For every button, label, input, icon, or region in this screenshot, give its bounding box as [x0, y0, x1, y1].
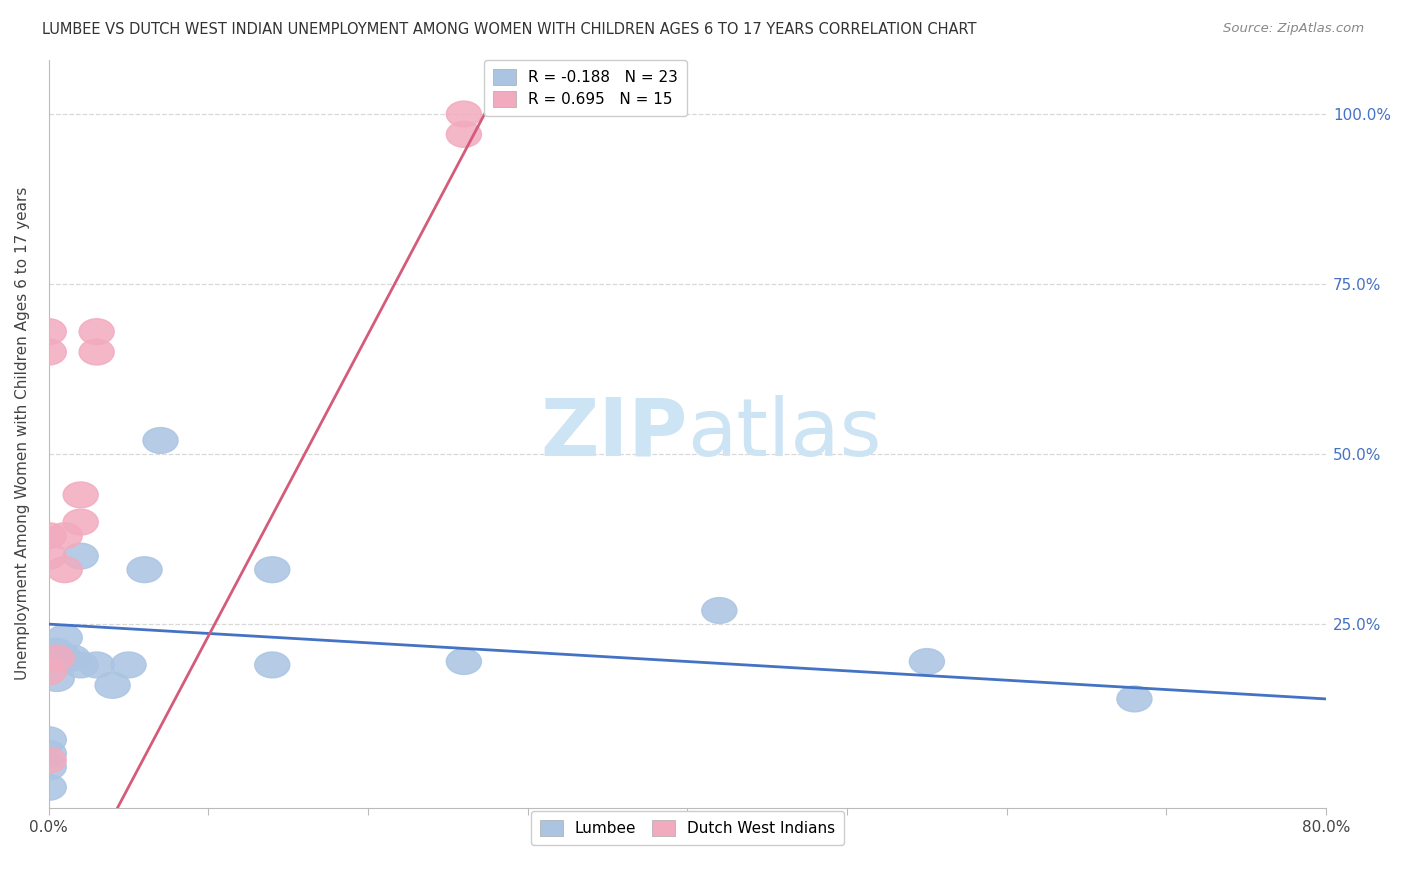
Text: LUMBEE VS DUTCH WEST INDIAN UNEMPLOYMENT AMONG WOMEN WITH CHILDREN AGES 6 TO 17 : LUMBEE VS DUTCH WEST INDIAN UNEMPLOYMENT… — [42, 22, 977, 37]
Ellipse shape — [31, 339, 66, 365]
Ellipse shape — [79, 652, 114, 678]
Ellipse shape — [31, 754, 66, 780]
Ellipse shape — [111, 652, 146, 678]
Ellipse shape — [446, 648, 481, 674]
Ellipse shape — [31, 318, 66, 344]
Ellipse shape — [48, 624, 83, 650]
Ellipse shape — [63, 543, 98, 569]
Ellipse shape — [63, 652, 98, 678]
Ellipse shape — [55, 645, 90, 671]
Ellipse shape — [31, 523, 66, 549]
Ellipse shape — [39, 639, 75, 665]
Ellipse shape — [702, 598, 737, 624]
Ellipse shape — [39, 665, 75, 691]
Ellipse shape — [446, 101, 481, 127]
Ellipse shape — [31, 659, 66, 685]
Legend: Lumbee, Dutch West Indians: Lumbee, Dutch West Indians — [530, 811, 844, 845]
Ellipse shape — [79, 318, 114, 344]
Y-axis label: Unemployment Among Women with Children Ages 6 to 17 years: Unemployment Among Women with Children A… — [15, 187, 30, 681]
Ellipse shape — [254, 557, 290, 582]
Ellipse shape — [39, 645, 75, 671]
Ellipse shape — [48, 557, 83, 582]
Ellipse shape — [31, 774, 66, 800]
Ellipse shape — [63, 482, 98, 508]
Ellipse shape — [31, 543, 66, 569]
Ellipse shape — [96, 673, 131, 698]
Ellipse shape — [79, 339, 114, 365]
Ellipse shape — [254, 652, 290, 678]
Ellipse shape — [910, 648, 945, 674]
Text: Source: ZipAtlas.com: Source: ZipAtlas.com — [1223, 22, 1364, 36]
Ellipse shape — [127, 557, 162, 582]
Ellipse shape — [31, 740, 66, 766]
Ellipse shape — [31, 747, 66, 773]
Ellipse shape — [48, 523, 83, 549]
Text: atlas: atlas — [688, 394, 882, 473]
Ellipse shape — [31, 645, 66, 671]
Ellipse shape — [1116, 686, 1152, 712]
Ellipse shape — [31, 727, 66, 753]
Ellipse shape — [446, 121, 481, 147]
Ellipse shape — [63, 509, 98, 535]
Ellipse shape — [48, 645, 83, 671]
Ellipse shape — [143, 427, 179, 453]
Text: ZIP: ZIP — [540, 394, 688, 473]
